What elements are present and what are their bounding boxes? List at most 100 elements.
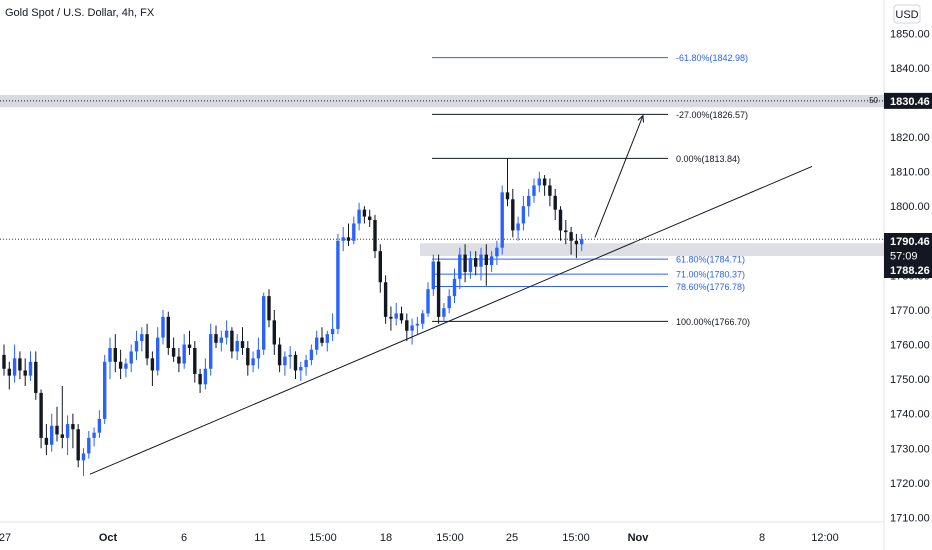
candle[interactable] — [580, 239, 584, 245]
candle[interactable] — [421, 313, 425, 324]
candle[interactable] — [352, 223, 356, 241]
time-axis[interactable]: 27 Oct 6 11 15:00 18 15:00 25 15:00 Nov 8 12:00 — [0, 532, 839, 544]
price-tag[interactable] — [884, 92, 932, 109]
candle[interactable] — [341, 237, 345, 241]
countdown-tag[interactable] — [884, 248, 932, 263]
support-zone[interactable] — [420, 243, 884, 256]
candle[interactable] — [362, 209, 367, 217]
candle[interactable] — [277, 344, 282, 366]
candle[interactable] — [495, 247, 499, 257]
candle[interactable] — [532, 185, 536, 196]
candle[interactable] — [330, 328, 335, 335]
candle[interactable] — [161, 316, 165, 338]
candle[interactable] — [569, 232, 573, 241]
candle[interactable] — [203, 368, 208, 385]
price-tag[interactable] — [884, 233, 932, 249]
candle[interactable] — [129, 351, 133, 364]
candle[interactable] — [214, 334, 218, 343]
candle[interactable] — [166, 316, 170, 348]
candles[interactable] — [2, 158, 584, 476]
candle[interactable] — [489, 256, 494, 265]
candle[interactable] — [187, 344, 192, 348]
candle[interactable] — [405, 320, 409, 331]
candle[interactable] — [251, 358, 255, 366]
candle[interactable] — [436, 261, 441, 317]
currency-button[interactable]: USD — [893, 4, 921, 24]
candle[interactable] — [209, 334, 213, 369]
price-tag[interactable] — [884, 262, 932, 278]
candle[interactable] — [389, 316, 393, 319]
candle[interactable] — [468, 258, 473, 272]
candle[interactable] — [357, 209, 361, 224]
candle[interactable] — [7, 368, 11, 376]
candle[interactable] — [309, 349, 314, 361]
candle[interactable] — [574, 240, 579, 245]
candle[interactable] — [299, 366, 303, 371]
candle[interactable] — [267, 296, 271, 321]
candle[interactable] — [28, 361, 33, 376]
candle[interactable] — [55, 425, 59, 435]
candle[interactable] — [288, 354, 292, 357]
candle[interactable] — [103, 361, 107, 419]
candle[interactable] — [81, 453, 86, 461]
candle[interactable] — [320, 337, 324, 343]
candle[interactable] — [553, 195, 557, 210]
candle[interactable] — [193, 347, 197, 374]
candle[interactable] — [224, 330, 229, 338]
candle[interactable] — [108, 347, 112, 362]
candle[interactable] — [463, 254, 467, 272]
candle[interactable] — [124, 363, 128, 369]
candle[interactable] — [293, 354, 298, 371]
candle[interactable] — [140, 334, 144, 342]
candle[interactable] — [39, 392, 43, 438]
candle[interactable] — [410, 325, 414, 331]
candle[interactable] — [134, 341, 139, 352]
candle[interactable] — [426, 289, 430, 314]
candle[interactable] — [564, 230, 568, 233]
candle[interactable] — [458, 254, 462, 279]
candle[interactable] — [256, 349, 261, 359]
candle[interactable] — [511, 199, 515, 231]
projection-arrow[interactable] — [594, 115, 644, 238]
candle[interactable] — [87, 437, 91, 454]
candle[interactable] — [516, 223, 520, 231]
candle[interactable] — [484, 254, 488, 265]
candle[interactable] — [71, 424, 75, 430]
candle[interactable] — [346, 237, 351, 241]
candle[interactable] — [262, 296, 266, 350]
candle[interactable] — [558, 209, 563, 231]
candle[interactable] — [156, 337, 160, 371]
candle[interactable] — [542, 178, 547, 186]
candle[interactable] — [474, 258, 478, 267]
candle[interactable] — [65, 424, 70, 438]
candle[interactable] — [442, 308, 446, 317]
candle[interactable] — [415, 323, 420, 326]
candle[interactable] — [537, 178, 541, 186]
price-axis[interactable]: 1710.00 1720.00 1730.00 1740.00 1750.00 1760.… — [884, 28, 932, 524]
candle[interactable] — [60, 434, 64, 438]
candle[interactable] — [336, 240, 340, 329]
candle[interactable] — [198, 373, 202, 385]
candle[interactable] — [12, 358, 17, 376]
candle[interactable] — [373, 220, 377, 252]
candle[interactable] — [118, 361, 123, 369]
candle[interactable] — [76, 429, 80, 461]
candle[interactable] — [113, 347, 117, 362]
candle[interactable] — [431, 261, 435, 290]
candle[interactable] — [399, 313, 404, 321]
candle[interactable] — [182, 344, 186, 364]
candle[interactable] — [304, 360, 308, 367]
candle[interactable] — [272, 320, 276, 345]
candle[interactable] — [548, 185, 552, 196]
candle[interactable] — [44, 437, 49, 445]
candle[interactable] — [177, 356, 181, 364]
candle[interactable] — [505, 192, 510, 200]
candle[interactable] — [235, 341, 239, 352]
candle[interactable] — [2, 354, 6, 369]
candle[interactable] — [230, 330, 234, 352]
candle[interactable] — [18, 358, 22, 371]
candle[interactable] — [50, 425, 54, 445]
candle[interactable] — [368, 216, 372, 221]
candle[interactable] — [97, 418, 102, 433]
